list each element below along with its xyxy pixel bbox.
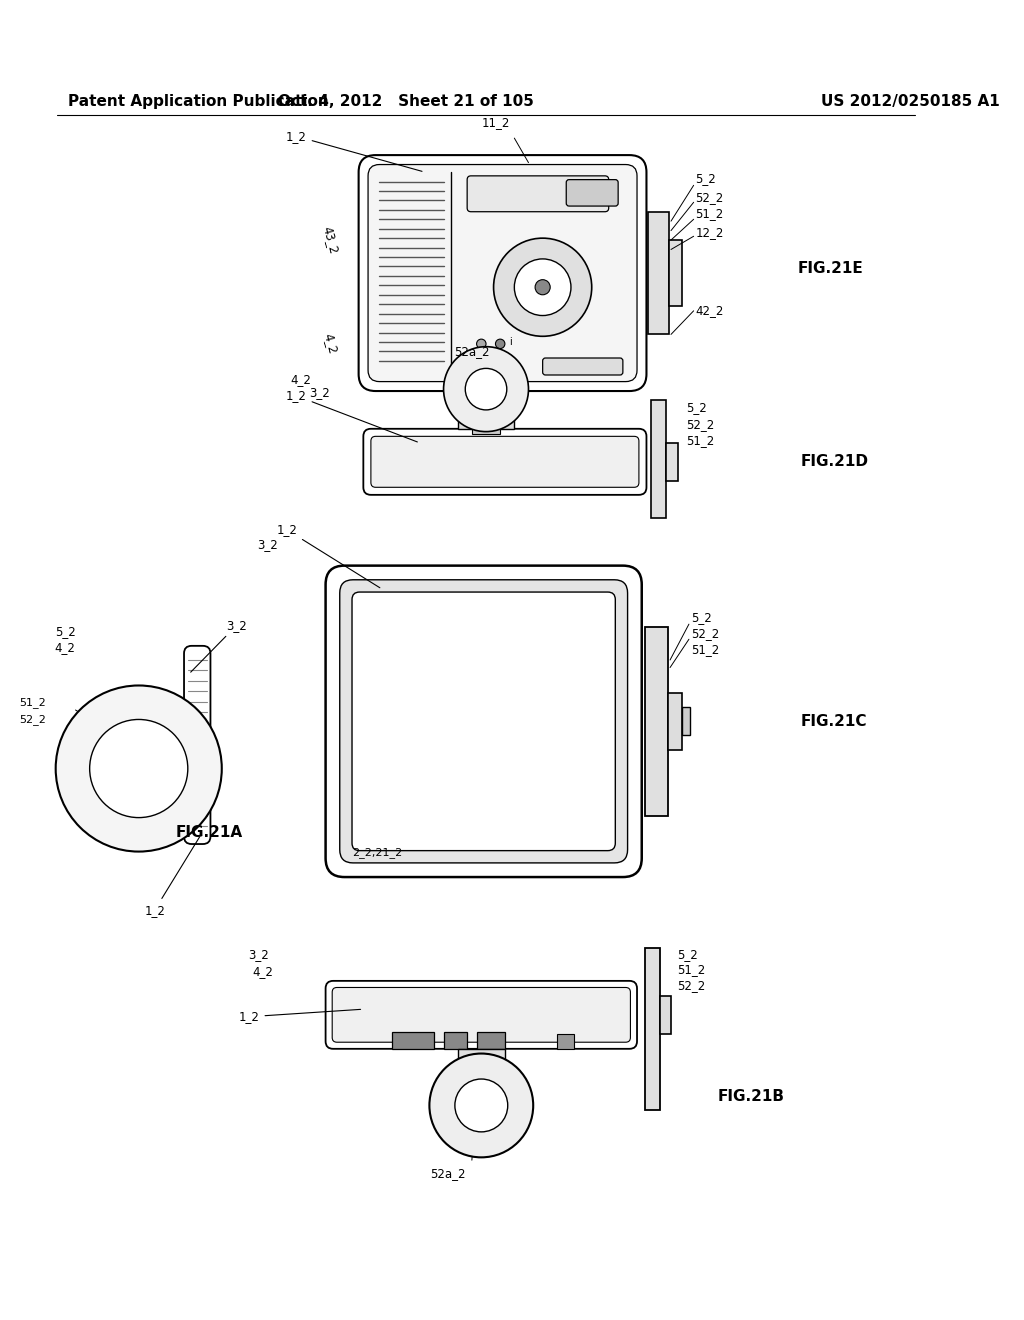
Text: 52_2: 52_2	[691, 627, 719, 640]
Text: 51_2: 51_2	[691, 643, 719, 656]
Bar	[667, 444, 678, 480]
Text: 4_2: 4_2	[291, 374, 311, 387]
Bar	[682, 708, 690, 735]
FancyBboxPatch shape	[332, 987, 631, 1043]
Bar	[659, 997, 671, 1034]
Bar	[644, 627, 669, 816]
Text: US 2012/0250185 A1: US 2012/0250185 A1	[821, 94, 999, 108]
FancyBboxPatch shape	[467, 176, 608, 211]
Bar	[651, 400, 667, 519]
Bar	[557, 1034, 573, 1049]
Circle shape	[443, 347, 528, 432]
Text: FIG.21C: FIG.21C	[801, 714, 866, 729]
Text: 3_2: 3_2	[190, 619, 247, 672]
Circle shape	[465, 368, 507, 411]
FancyBboxPatch shape	[184, 645, 211, 843]
Bar	[467, 1076, 496, 1086]
Circle shape	[55, 685, 222, 851]
Text: 12_2: 12_2	[695, 226, 724, 239]
Text: 4_2: 4_2	[253, 965, 273, 978]
FancyBboxPatch shape	[352, 593, 615, 850]
Text: 51_2: 51_2	[695, 207, 724, 220]
FancyBboxPatch shape	[371, 437, 639, 487]
Bar	[472, 424, 500, 433]
Circle shape	[476, 339, 486, 348]
Text: FIG.21A: FIG.21A	[176, 825, 243, 840]
Text: 52_2: 52_2	[18, 714, 46, 725]
Circle shape	[455, 1078, 508, 1131]
Text: 5_2: 5_2	[677, 948, 697, 961]
Text: 5_2: 5_2	[686, 401, 707, 414]
Text: 5_2: 5_2	[54, 626, 76, 638]
Text: 52_2: 52_2	[686, 417, 715, 430]
Text: 51_2: 51_2	[677, 964, 705, 975]
Text: 3_2: 3_2	[309, 387, 331, 400]
Text: FIG.21D: FIG.21D	[801, 454, 868, 470]
Text: 52a_2: 52a_2	[430, 1167, 466, 1180]
Text: 3_2: 3_2	[258, 539, 279, 552]
Bar	[669, 240, 682, 306]
Bar	[476, 1032, 505, 1049]
Text: 1_2: 1_2	[286, 389, 418, 442]
Text: 42_2: 42_2	[695, 305, 724, 317]
Text: 52a_2: 52a_2	[454, 345, 489, 358]
Bar	[458, 412, 514, 429]
Text: 11_2: 11_2	[481, 116, 510, 128]
Bar	[644, 948, 659, 1110]
Text: Oct. 4, 2012   Sheet 21 of 105: Oct. 4, 2012 Sheet 21 of 105	[278, 94, 534, 108]
FancyBboxPatch shape	[368, 165, 637, 381]
Text: 51_2: 51_2	[18, 697, 46, 708]
Bar	[391, 1032, 434, 1049]
Text: 51_2: 51_2	[686, 433, 715, 446]
Circle shape	[90, 719, 187, 817]
Text: 2_2,21_2: 2_2,21_2	[352, 847, 402, 858]
Bar	[167, 741, 186, 797]
Text: 5_2: 5_2	[691, 611, 712, 624]
Bar	[443, 1032, 467, 1049]
FancyBboxPatch shape	[364, 429, 646, 495]
FancyBboxPatch shape	[340, 579, 628, 863]
Text: 43_2: 43_2	[319, 224, 340, 255]
Text: 4_2: 4_2	[322, 333, 340, 355]
FancyBboxPatch shape	[326, 566, 642, 876]
Bar	[648, 211, 669, 334]
Circle shape	[514, 259, 571, 315]
Text: 52_2: 52_2	[677, 979, 705, 993]
Text: 52_2: 52_2	[695, 191, 724, 205]
Circle shape	[494, 238, 592, 337]
Text: i: i	[510, 337, 512, 347]
Text: 1_2: 1_2	[276, 523, 380, 587]
Text: 1_2: 1_2	[239, 1010, 360, 1023]
Bar	[669, 693, 682, 750]
Bar	[458, 1049, 505, 1077]
Text: 5_2: 5_2	[695, 172, 716, 185]
Text: 4_2: 4_2	[54, 642, 76, 655]
Circle shape	[496, 339, 505, 348]
Text: 1_2: 1_2	[286, 129, 422, 172]
FancyBboxPatch shape	[358, 154, 646, 391]
Bar	[154, 754, 171, 788]
Text: 1_2: 1_2	[144, 837, 200, 916]
Text: Patent Application Publication: Patent Application Publication	[68, 94, 329, 108]
FancyBboxPatch shape	[566, 180, 618, 206]
Circle shape	[429, 1053, 534, 1158]
FancyBboxPatch shape	[326, 981, 637, 1049]
FancyBboxPatch shape	[543, 358, 623, 375]
Text: FIG.21E: FIG.21E	[798, 261, 863, 276]
Text: FIG.21B: FIG.21B	[717, 1089, 784, 1104]
Circle shape	[536, 280, 550, 294]
Text: 3_2: 3_2	[248, 948, 269, 961]
